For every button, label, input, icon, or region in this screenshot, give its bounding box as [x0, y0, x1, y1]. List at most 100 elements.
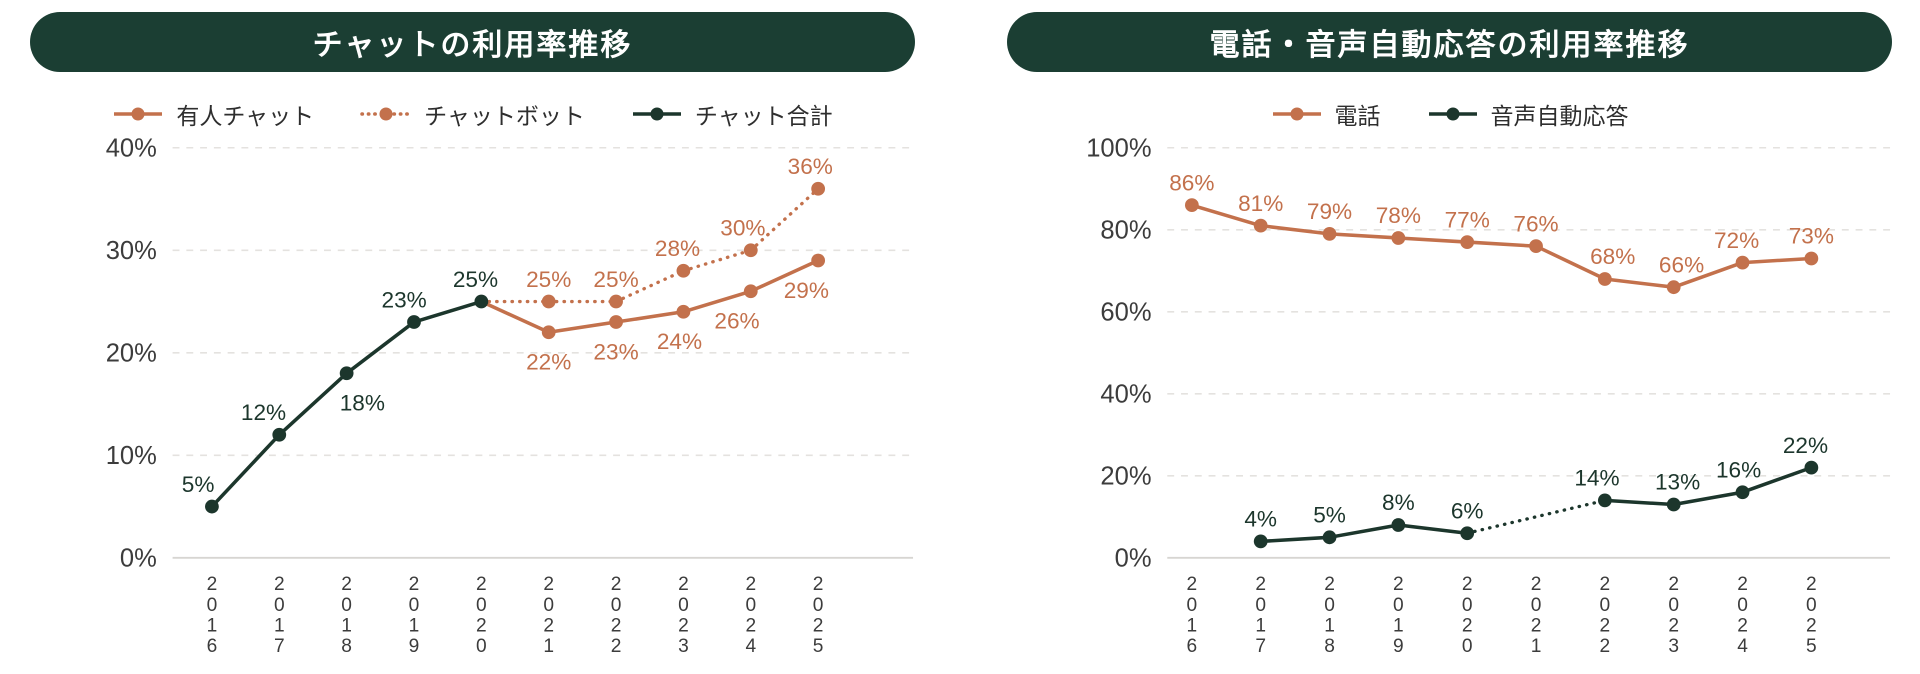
x-tick-digit: 2	[341, 574, 352, 595]
data-point	[1391, 231, 1406, 245]
x-tick-digit: 4	[745, 636, 756, 657]
x-tick-digit: 2	[1668, 616, 1679, 637]
x-tick-digit: 2	[1187, 574, 1198, 595]
data-point	[541, 325, 556, 340]
line-segment	[1465, 498, 1607, 535]
data-label: 78%	[1376, 203, 1421, 228]
data-point	[743, 243, 758, 258]
x-tick-digit: 1	[1187, 616, 1198, 637]
x-tick-digit: 1	[1324, 616, 1335, 637]
data-point	[1460, 526, 1475, 541]
x-tick-digit: 0	[543, 595, 554, 616]
x-tick-digit: 2	[1462, 616, 1473, 637]
x-tick-digit: 2	[745, 574, 756, 595]
x-tick-digit: 2	[1393, 574, 1404, 595]
chat-usage-panel: チャットの利用率推移 有人チャット チャットボット チャット合計 0% 10% 20% 3…	[30, 12, 915, 674]
data-label: 23%	[593, 339, 638, 364]
x-tick-digit: 0	[409, 595, 420, 616]
x-tick-digit: 8	[341, 636, 352, 657]
data-label: 28%	[655, 236, 700, 261]
data-label: 24%	[657, 329, 702, 354]
x-tick-digit: 2	[476, 574, 487, 595]
data-label: 23%	[382, 287, 427, 312]
data-label: 22%	[526, 350, 571, 375]
data-point	[1735, 255, 1750, 270]
data-label: 79%	[1307, 199, 1352, 224]
phone-ivr-usage-panel: 電話・音声自動応答の利用率推移 電話 音声自動応答 0% 20% 40% 60% 80% 1…	[1007, 12, 1892, 674]
x-tick-digit: 0	[745, 595, 756, 616]
data-point	[1804, 251, 1819, 266]
y-tick-label: 40%	[1100, 381, 1151, 409]
x-tick-digit: 9	[1393, 636, 1404, 657]
data-point	[407, 315, 421, 329]
x-tick-digit: 0	[1324, 595, 1335, 616]
x-tick-digit: 1	[409, 616, 420, 637]
y-tick-label: 30%	[106, 237, 157, 265]
data-point	[541, 294, 556, 309]
legend-dot	[131, 107, 145, 121]
data-label: 25%	[593, 267, 638, 292]
x-tick-digit: 2	[1737, 616, 1748, 637]
line-segment	[210, 433, 282, 509]
data-label: 68%	[1590, 244, 1635, 269]
x-tick-digit: 0	[1393, 595, 1404, 616]
data-label: 72%	[1714, 228, 1759, 253]
line-segment	[1396, 236, 1469, 244]
data-point	[1735, 485, 1750, 500]
phone-ivr-usage-legend: 電話 音声自動応答	[1007, 94, 1892, 134]
x-tick-digit: 2	[1324, 574, 1335, 595]
legend-label: チャットボット	[424, 103, 585, 129]
data-point	[609, 315, 623, 329]
legend-item: チャットボット	[360, 97, 585, 131]
x-tick-digit: 2	[611, 636, 622, 657]
data-label: 22%	[1783, 433, 1828, 458]
y-tick-label: 80%	[1100, 217, 1151, 245]
x-tick-digit: 1	[1531, 636, 1542, 657]
x-tick-digit: 0	[611, 595, 622, 616]
data-label: 4%	[1244, 507, 1277, 532]
x-tick-digit: 4	[1737, 636, 1748, 657]
data-point	[474, 294, 489, 309]
line-segment	[614, 310, 686, 324]
legend-label: チャット合計	[694, 103, 833, 129]
x-tick-digit: 2	[1806, 616, 1817, 637]
y-tick-label: 100%	[1086, 135, 1151, 163]
legend-line-icon	[1272, 107, 1321, 121]
data-point	[811, 253, 826, 268]
line-segment	[1327, 232, 1401, 240]
x-tick-digit: 2	[1462, 574, 1473, 595]
x-tick-digit: 1	[341, 616, 352, 637]
legend-dot	[1446, 107, 1459, 121]
y-tick-label: 60%	[1100, 299, 1151, 327]
data-point	[1322, 226, 1337, 241]
y-tick-label: 40%	[106, 135, 157, 163]
data-label: 13%	[1655, 470, 1700, 495]
data-point	[205, 499, 219, 514]
legend-line-icon	[114, 107, 163, 121]
data-point	[1253, 534, 1268, 549]
x-tick-digit: 0	[274, 595, 285, 616]
x-tick-digit: 0	[1531, 595, 1542, 616]
y-tick-label: 20%	[1100, 463, 1151, 491]
x-tick-digit: 2	[1806, 574, 1817, 595]
x-tick-digit: 0	[1462, 595, 1473, 616]
x-tick-digit: 2	[409, 574, 420, 595]
x-tick-digit: 3	[678, 636, 689, 657]
x-tick-digit: 0	[1668, 595, 1679, 616]
x-tick-digit: 0	[207, 595, 218, 616]
data-point	[1597, 272, 1612, 286]
x-tick-digit: 2	[1531, 574, 1542, 595]
x-tick-digit: 0	[1255, 595, 1266, 616]
chat-usage-legend: 有人チャット チャットボット チャット合計	[30, 94, 915, 134]
data-point	[1666, 280, 1681, 295]
legend-dot	[650, 107, 664, 121]
x-tick-digit: 3	[1668, 636, 1679, 657]
data-label: 6%	[1451, 498, 1484, 523]
data-label: 29%	[784, 278, 829, 303]
